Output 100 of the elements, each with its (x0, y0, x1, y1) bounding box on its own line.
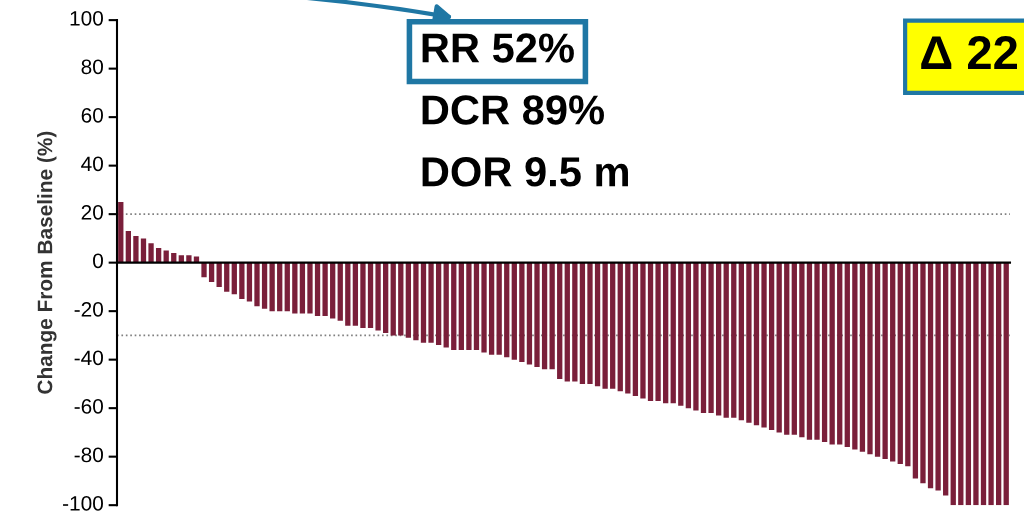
bar (927, 262, 934, 489)
bar (617, 262, 623, 392)
bar (844, 262, 850, 447)
bar (360, 262, 366, 329)
bar (852, 262, 858, 450)
bar (837, 262, 843, 445)
bar (715, 262, 722, 416)
bar (140, 238, 147, 263)
bar (912, 262, 919, 479)
bar (587, 262, 593, 384)
bar (314, 262, 321, 316)
bar (557, 262, 563, 380)
bar (784, 262, 790, 435)
bar (625, 262, 631, 394)
bar (973, 262, 979, 506)
bar (753, 262, 760, 426)
bar (178, 255, 184, 263)
bar (943, 262, 949, 496)
bar (610, 262, 616, 389)
bar (420, 262, 427, 343)
bar (451, 262, 457, 350)
bar (496, 262, 502, 355)
bar (579, 262, 586, 384)
bar (466, 262, 472, 350)
bar (254, 262, 260, 307)
bar (299, 262, 306, 314)
y-tick-label: -20 (74, 301, 103, 317)
bar (435, 262, 442, 346)
bar (216, 262, 222, 287)
bar (375, 262, 381, 331)
bar (352, 262, 359, 326)
bar (1003, 262, 1009, 506)
bar (920, 262, 926, 484)
bar (337, 262, 343, 321)
bar (958, 262, 964, 506)
bar (155, 248, 162, 263)
y-tick-label: 0 (93, 253, 103, 269)
bar (405, 262, 412, 338)
bar (965, 262, 972, 506)
bar (821, 262, 828, 443)
bar (655, 262, 661, 401)
bar (685, 262, 692, 409)
bar (133, 235, 139, 263)
bar (443, 262, 449, 348)
y-axis-title: Change From Baseline (%) (37, 131, 57, 394)
bar (996, 262, 1002, 506)
bar (488, 262, 495, 355)
y-tick-label: 20 (81, 204, 103, 220)
bar (806, 262, 813, 440)
bar (768, 262, 775, 430)
bar (935, 262, 941, 491)
bar (723, 262, 729, 418)
bar (118, 202, 124, 263)
bar (239, 262, 245, 300)
bar (261, 262, 268, 309)
bar (330, 262, 336, 319)
bar (481, 262, 487, 353)
bar (950, 262, 956, 506)
bar (693, 262, 699, 411)
bar (678, 262, 684, 406)
bar (738, 262, 744, 421)
bar (814, 262, 820, 440)
bar (602, 262, 608, 389)
bar (307, 262, 313, 314)
bar (519, 262, 525, 363)
bar (572, 262, 578, 382)
bar (761, 262, 767, 428)
bar (398, 262, 404, 336)
bar (231, 262, 237, 295)
bar (345, 262, 351, 326)
bar (549, 262, 555, 370)
bar (284, 262, 290, 312)
bar (988, 262, 994, 506)
bar (708, 262, 714, 414)
bar (859, 262, 866, 452)
y-tick-label: 40 (81, 156, 103, 172)
bar (564, 262, 570, 382)
bar (201, 262, 207, 278)
bar (246, 262, 253, 302)
bar (746, 262, 752, 423)
y-tick-label: 100 (70, 10, 103, 26)
annotation: DOR 9.5 m (422, 157, 628, 187)
bar (504, 262, 510, 358)
y-tick-label: 60 (81, 107, 103, 123)
bar (125, 231, 131, 263)
bar (829, 262, 835, 445)
bar (526, 262, 533, 365)
bar (647, 262, 654, 401)
bar (413, 262, 419, 341)
bar (428, 262, 434, 343)
bar (534, 262, 540, 367)
bar (367, 262, 374, 329)
bar (224, 262, 230, 292)
bar (473, 262, 480, 350)
bar (292, 262, 298, 314)
bar (390, 262, 396, 336)
bar (148, 243, 154, 263)
bar (277, 262, 283, 312)
bar (890, 262, 896, 462)
bar (799, 262, 805, 438)
